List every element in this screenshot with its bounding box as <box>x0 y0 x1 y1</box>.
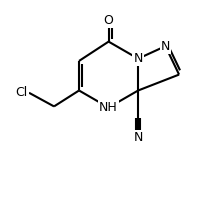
Text: N: N <box>134 131 143 144</box>
Text: Cl: Cl <box>16 86 28 99</box>
Text: N: N <box>134 52 143 65</box>
Text: NH: NH <box>99 101 118 114</box>
Text: O: O <box>104 14 114 27</box>
Text: N: N <box>161 40 170 53</box>
